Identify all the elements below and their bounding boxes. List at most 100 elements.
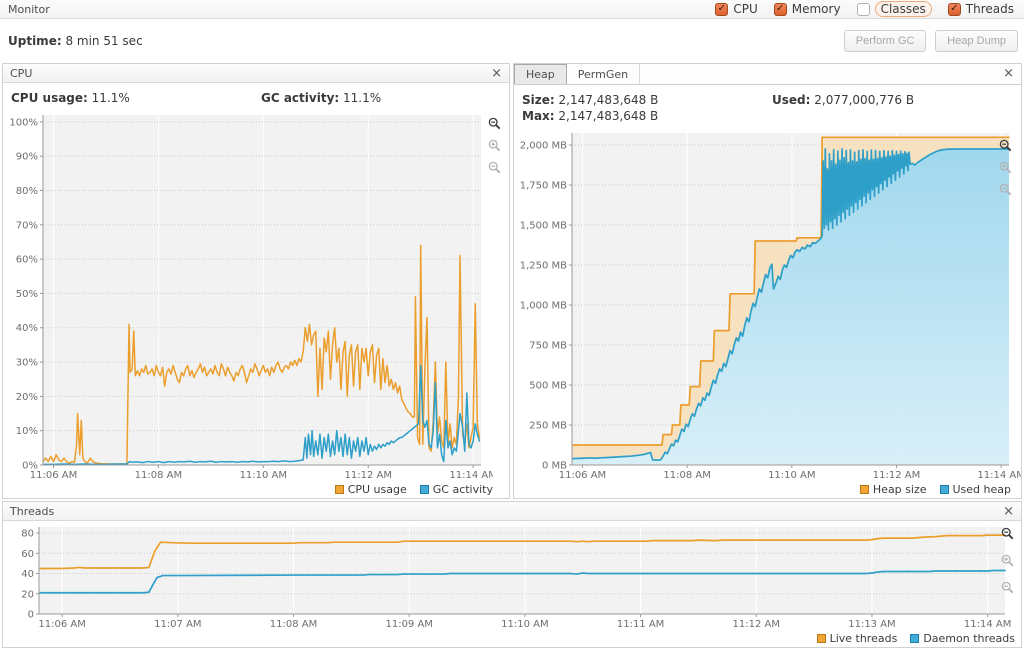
- checkbox-cpu[interactable]: ✓ CPU: [715, 2, 758, 16]
- tab-heap[interactable]: Heap: [514, 64, 567, 84]
- svg-text:100%: 100%: [9, 117, 38, 128]
- legend-item: Heap size: [859, 483, 927, 496]
- legend-label: CPU usage: [347, 483, 407, 496]
- legend-swatch: [334, 485, 344, 494]
- cpu-zoom-controls: [488, 117, 501, 174]
- heap-size-stat: Size: 2,147,483,648 B: [522, 93, 659, 107]
- uptime: Uptime: 8 min 51 sec: [8, 34, 143, 48]
- cpu-chart-area: 0% 10% 20% 30% 40% 50% 60% 70% 80% 90% 100% 11:06 A…: [3, 109, 509, 498]
- legend-item: Used heap: [939, 483, 1012, 496]
- svg-text:11:08 AM: 11:08 AM: [270, 619, 317, 630]
- cpu-panel-close-icon[interactable]: ×: [491, 65, 502, 81]
- svg-text:500 MB: 500 MB: [529, 381, 567, 392]
- svg-text:11:12 AM: 11:12 AM: [873, 470, 920, 481]
- svg-text:20: 20: [21, 589, 34, 600]
- svg-text:0 MB: 0 MB: [542, 461, 567, 472]
- svg-text:11:09 AM: 11:09 AM: [385, 619, 432, 630]
- legend-label: GC activity: [432, 483, 493, 496]
- zoom-in-icon[interactable]: [488, 139, 501, 152]
- checkbox-threads[interactable]: ✓ Threads: [947, 2, 1014, 16]
- checkbox-cpu-box: ✓: [715, 2, 729, 16]
- threads-panel-close-icon[interactable]: ×: [1003, 503, 1014, 519]
- legend-swatch: [910, 634, 920, 643]
- legend-item: Daemon threads: [910, 632, 1015, 645]
- svg-text:40: 40: [21, 569, 34, 580]
- zoom-out-icon[interactable]: [488, 161, 501, 174]
- checkbox-cpu-label: CPU: [733, 2, 758, 16]
- zoom-fit-icon[interactable]: [1001, 527, 1014, 540]
- cpu-legend: CPU usage GC activity: [3, 481, 509, 498]
- svg-text:11:08 AM: 11:08 AM: [135, 470, 182, 481]
- legend-label: Daemon threads: [923, 632, 1015, 645]
- zoom-out-icon[interactable]: [1001, 581, 1014, 594]
- threads-panel-title: Threads: [10, 504, 55, 518]
- heap-max-stat: Max: 2,147,483,648 B: [522, 109, 659, 123]
- heap-dump-button[interactable]: Heap Dump: [935, 30, 1018, 52]
- cpu-chart[interactable]: 0% 10% 20% 30% 40% 50% 60% 70% 80% 90% 100% 11:06 A…: [3, 109, 509, 481]
- svg-text:11:11 AM: 11:11 AM: [617, 619, 664, 630]
- heap-legend: Heap size Used heap: [514, 481, 1021, 498]
- svg-text:2,000 MB: 2,000 MB: [520, 141, 567, 152]
- threads-chart[interactable]: 0 20 40 60 80 11:06 AM 11:07 AM 11:08 AM 11:09 A…: [3, 521, 1021, 630]
- threads-zoom-controls: [1001, 527, 1014, 594]
- svg-text:80%: 80%: [16, 186, 38, 197]
- threads-legend: Live threads Daemon threads: [3, 630, 1021, 647]
- svg-text:11:14 AM: 11:14 AM: [449, 470, 496, 481]
- svg-text:11:06 AM: 11:06 AM: [30, 470, 77, 481]
- gc-activity-stat: GC activity: 11.1%: [261, 91, 382, 105]
- legend-item: GC activity: [419, 483, 493, 496]
- svg-text:80: 80: [21, 529, 34, 540]
- zoom-in-icon[interactable]: [999, 161, 1012, 174]
- svg-text:0%: 0%: [22, 461, 38, 472]
- metric-checkboxes: ✓ CPU ✓ Memory Classes ✓ Threads: [715, 1, 1014, 17]
- svg-text:750 MB: 750 MB: [529, 341, 567, 352]
- header-bar: Monitor ✓ CPU ✓ Memory Classes ✓ Threads: [0, 0, 1024, 19]
- zoom-fit-icon[interactable]: [999, 139, 1012, 152]
- svg-text:1,000 MB: 1,000 MB: [520, 301, 567, 312]
- svg-text:11:10 AM: 11:10 AM: [240, 470, 287, 481]
- legend-swatch: [859, 485, 869, 494]
- svg-text:11:14 AM: 11:14 AM: [964, 619, 1011, 630]
- zoom-fit-icon[interactable]: [488, 117, 501, 130]
- svg-text:0: 0: [28, 610, 34, 621]
- svg-text:90%: 90%: [16, 152, 38, 163]
- checkbox-classes-box: [856, 2, 870, 16]
- svg-text:10%: 10%: [16, 426, 38, 437]
- zoom-in-icon[interactable]: [1001, 554, 1014, 567]
- svg-text:1,750 MB: 1,750 MB: [520, 181, 567, 192]
- svg-text:250 MB: 250 MB: [529, 421, 567, 432]
- threads-panel: Threads × 0 20 40 60 80 11:06 AM 11:07 AM 11:08…: [2, 501, 1022, 648]
- uptime-value: 8 min 51 sec: [65, 34, 143, 48]
- threads-chart-area: 0 20 40 60 80 11:06 AM 11:07 AM 11:08 AM 11:09 A…: [3, 521, 1021, 647]
- checkbox-memory[interactable]: ✓ Memory: [773, 2, 841, 16]
- zoom-out-icon[interactable]: [999, 183, 1012, 196]
- svg-text:11:13 AM: 11:13 AM: [848, 619, 895, 630]
- threads-panel-titlebar: Threads ×: [3, 502, 1021, 521]
- svg-text:50%: 50%: [16, 289, 38, 300]
- heap-stats: Size: 2,147,483,648 B Max: 2,147,483,648…: [514, 85, 1021, 127]
- heap-chart[interactable]: 0 MB 250 MB 500 MB 750 MB 1,000 MB 1,250 MB 1,…: [514, 127, 1021, 481]
- heap-used-stat: Used: 2,077,000,776 B: [772, 93, 915, 107]
- checkbox-classes[interactable]: Classes: [856, 1, 932, 17]
- heap-chart-area: 0 MB 250 MB 500 MB 750 MB 1,000 MB 1,250 MB 1,…: [514, 127, 1021, 498]
- cpu-panel-title: CPU: [10, 66, 33, 80]
- check-icon: ✓: [776, 3, 785, 14]
- svg-text:11:08 AM: 11:08 AM: [663, 470, 710, 481]
- svg-text:11:14 AM: 11:14 AM: [977, 470, 1021, 481]
- toolbar: Uptime: 8 min 51 sec Perform GC Heap Dum…: [0, 20, 1024, 62]
- legend-label: Used heap: [952, 483, 1012, 496]
- legend-label: Heap size: [872, 483, 927, 496]
- tab-permgen[interactable]: PermGen: [567, 64, 641, 84]
- check-icon: ✓: [717, 3, 727, 14]
- heap-zoom-controls: [999, 139, 1012, 196]
- perform-gc-button[interactable]: Perform GC: [843, 30, 927, 52]
- legend-swatch: [816, 634, 826, 643]
- svg-text:11:12 AM: 11:12 AM: [733, 619, 780, 630]
- svg-text:11:10 AM: 11:10 AM: [501, 619, 548, 630]
- cpu-stats: CPU usage: 11.1% GC activity: 11.1%: [3, 83, 509, 109]
- checkbox-memory-box: ✓: [773, 2, 787, 16]
- heap-panel-close-icon[interactable]: ×: [1003, 66, 1014, 81]
- check-icon: ✓: [950, 3, 959, 14]
- checkbox-classes-label: Classes: [874, 1, 932, 17]
